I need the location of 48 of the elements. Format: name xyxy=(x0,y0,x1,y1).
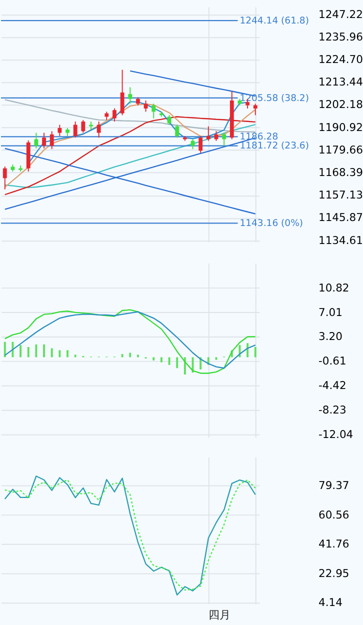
y-tick-label: 22.95 xyxy=(318,566,350,580)
y-tick-label: 10.82 xyxy=(318,281,350,294)
candlestick xyxy=(112,108,116,122)
y-tick-label: 4.14 xyxy=(318,596,343,610)
y-tick-label: -12.04 xyxy=(318,428,354,441)
candlestick xyxy=(128,86,132,104)
candlestick xyxy=(81,119,86,134)
candlestick xyxy=(167,114,172,126)
y-tick-label: 1157.13 xyxy=(318,188,363,202)
y-tick-label: 1168.39 xyxy=(318,166,363,179)
ref-line-label: 1181.72 (23.6) xyxy=(240,140,309,152)
y-tick-label: 1213.44 xyxy=(318,76,363,89)
candlestick xyxy=(253,103,258,116)
candlestick xyxy=(222,132,226,146)
candlestick xyxy=(206,126,210,142)
y-tick-label: 1202.18 xyxy=(318,98,363,112)
y-tick-label: 1134.61 xyxy=(318,234,363,247)
candlestick xyxy=(73,121,78,138)
candlestick xyxy=(50,130,54,150)
candlestick xyxy=(42,132,46,149)
y-tick-label: 7.01 xyxy=(318,306,342,319)
candlestick xyxy=(144,100,148,112)
y-tick-label: 1145.87 xyxy=(318,211,363,224)
ref-line-label: 1205.58 (38.2) xyxy=(240,92,309,104)
candlestick xyxy=(34,132,38,149)
ref-line-label: 1186.28 xyxy=(240,132,278,143)
candlestick xyxy=(175,124,180,138)
y-tick-label: -8.23 xyxy=(318,403,346,416)
candlestick xyxy=(2,166,7,190)
y-tick-label: 41.76 xyxy=(318,538,350,551)
y-tick-label: 1247.22 xyxy=(318,8,363,21)
y-tick-label: 60.56 xyxy=(318,508,350,522)
candlestick xyxy=(96,121,101,138)
text: 四月 xyxy=(208,608,230,622)
candlestick xyxy=(198,136,203,154)
ref-line-label: 1143.16 (0%) xyxy=(240,218,304,230)
y-tick-label: -4.42 xyxy=(318,378,346,392)
y-tick-label: 79.37 xyxy=(318,479,350,492)
y-tick-label: 1190.92 xyxy=(318,120,363,134)
y-tick-label: 1179.66 xyxy=(318,143,363,156)
candlestick xyxy=(152,103,156,119)
candlestick xyxy=(120,69,124,116)
y-tick-label: 3.20 xyxy=(318,330,343,344)
ref-line-label: 1244.14 (61.8) xyxy=(240,15,309,26)
y-tick-label: 1235.96 xyxy=(318,30,363,44)
candlestick xyxy=(58,124,62,137)
y-tick-label: 1224.70 xyxy=(318,52,363,66)
y-tick-label: -0.61 xyxy=(318,354,346,368)
